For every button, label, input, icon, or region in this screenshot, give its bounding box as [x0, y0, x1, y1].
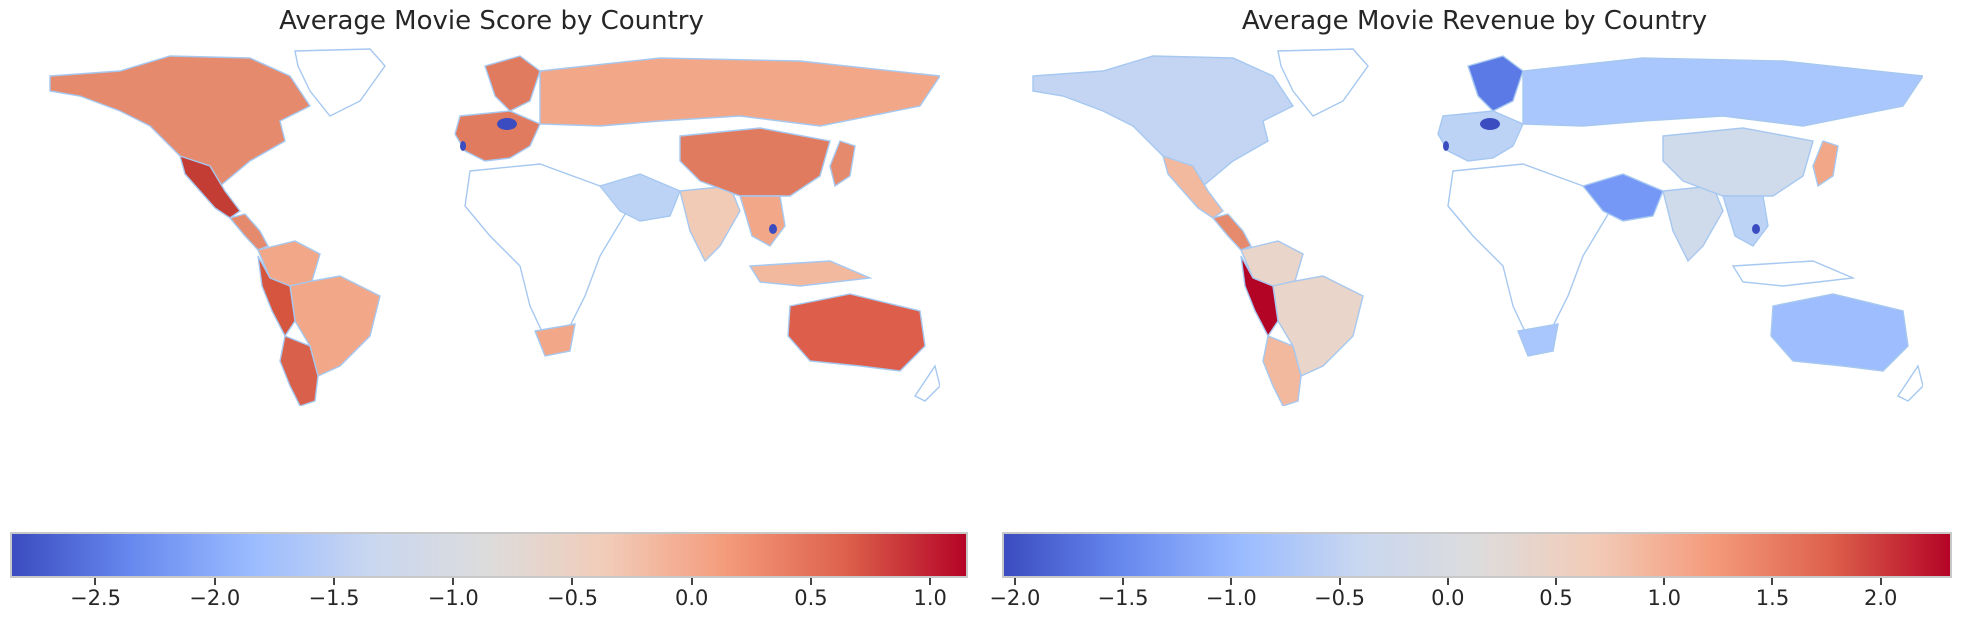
tick-mark	[1771, 578, 1774, 585]
tick-label: −0.5	[546, 586, 598, 610]
tick-mark	[1879, 578, 1882, 585]
region-highlight-1	[460, 141, 466, 151]
tick-mark	[929, 578, 932, 585]
region-new-zealand	[913, 364, 940, 402]
tick-mark	[1555, 578, 1557, 585]
tick-mark	[1446, 578, 1449, 585]
region-central-america	[1211, 213, 1252, 251]
region-middle-east	[1581, 173, 1664, 222]
revenue-map-panel: Average Movie Revenue by Country −2.0 −1.…	[983, 0, 1966, 626]
region-middle-east	[598, 173, 681, 222]
score-map-panel: Average Movie Score by Country −2.5 −2.0−…	[10, 6, 968, 626]
tick-mark	[1230, 578, 1233, 585]
region-north-america	[1032, 55, 1295, 187]
region-russia	[539, 57, 940, 127]
region-central-america	[228, 213, 269, 251]
tick-mark	[332, 578, 335, 585]
region-highlight-2	[1752, 224, 1760, 234]
region-russia	[1522, 57, 1923, 127]
region-se-asia	[1722, 195, 1769, 247]
region-highlight-1	[1443, 141, 1449, 151]
region-new-zealand	[1896, 364, 1923, 402]
tick-label: −0.5	[1314, 586, 1366, 610]
region-brazil	[1272, 275, 1364, 377]
region-europe	[454, 110, 541, 162]
world-map	[1032, 48, 1923, 406]
tick-label: −2.5	[69, 586, 121, 610]
tick-label: −1.5	[308, 586, 360, 610]
region-japan	[829, 140, 856, 188]
colorbar	[1002, 532, 1952, 578]
region-greenland	[1277, 48, 1369, 117]
tick-label: −2.0	[989, 586, 1041, 610]
region-india	[679, 185, 741, 263]
colorbar	[10, 532, 968, 578]
tick-mark	[690, 578, 693, 585]
region-australia	[787, 293, 926, 372]
tick-mark	[809, 578, 812, 585]
region-australia	[1770, 293, 1909, 372]
region-south-africa	[1517, 323, 1559, 357]
tick-mark	[94, 578, 97, 585]
tick-mark	[1013, 578, 1016, 585]
tick-mark	[571, 578, 574, 585]
region-indonesia	[748, 260, 873, 287]
region-north-america	[49, 55, 312, 187]
tick-label: −2.0	[189, 586, 241, 610]
region-europe	[1437, 110, 1524, 162]
tick-label: 1.0	[913, 586, 947, 610]
region-highlight-0	[497, 118, 517, 130]
tick-label: −1.0	[1205, 586, 1257, 610]
region-india	[1662, 185, 1724, 263]
region-china	[1662, 127, 1814, 197]
region-scandinavia	[484, 55, 541, 112]
tick-label: 0.0	[1431, 586, 1465, 610]
region-argentina	[279, 335, 319, 406]
tick-mark	[452, 578, 455, 585]
region-andes	[1240, 255, 1279, 338]
tick-mark	[1338, 578, 1341, 585]
colorbar-ticks: −2.5 −2.0 −1.5 −1.0 −0.5 0.0 0.5 1.0	[12, 578, 966, 626]
region-argentina	[1262, 335, 1302, 406]
tick-mark	[1663, 578, 1666, 585]
tick-label: 1.0	[1647, 586, 1681, 610]
region-china	[679, 127, 831, 197]
tick-mark	[1122, 578, 1125, 585]
tick-label: 0.0	[675, 586, 709, 610]
tick-mark	[213, 578, 216, 585]
region-greenland	[294, 48, 386, 117]
tick-label: 2.0	[1864, 586, 1898, 610]
region-highlight-0	[1480, 118, 1500, 130]
region-se-asia	[739, 195, 786, 247]
tick-label: 1.5	[1755, 586, 1790, 610]
region-andes	[257, 255, 296, 338]
tick-label: −1.5	[1097, 586, 1149, 610]
map-title: Average Movie Score by Country	[279, 6, 704, 36]
colorbar-ticks: −2.0 −1.5 −1.0 −0.5 0.0 0.5 1.0 1.5 2.0	[989, 578, 1950, 626]
region-brazil	[289, 275, 381, 377]
tick-label: 0.5	[794, 586, 828, 610]
tick-label: −1.0	[427, 586, 479, 610]
region-scandinavia	[1467, 55, 1524, 112]
region-japan	[1812, 140, 1839, 188]
map-title: Average Movie Revenue by Country	[1241, 6, 1708, 36]
tick-label: 0.5	[1539, 586, 1573, 610]
region-highlight-2	[769, 224, 777, 234]
region-south-africa	[534, 323, 576, 357]
world-map	[49, 48, 940, 406]
region-indonesia	[1731, 260, 1856, 287]
